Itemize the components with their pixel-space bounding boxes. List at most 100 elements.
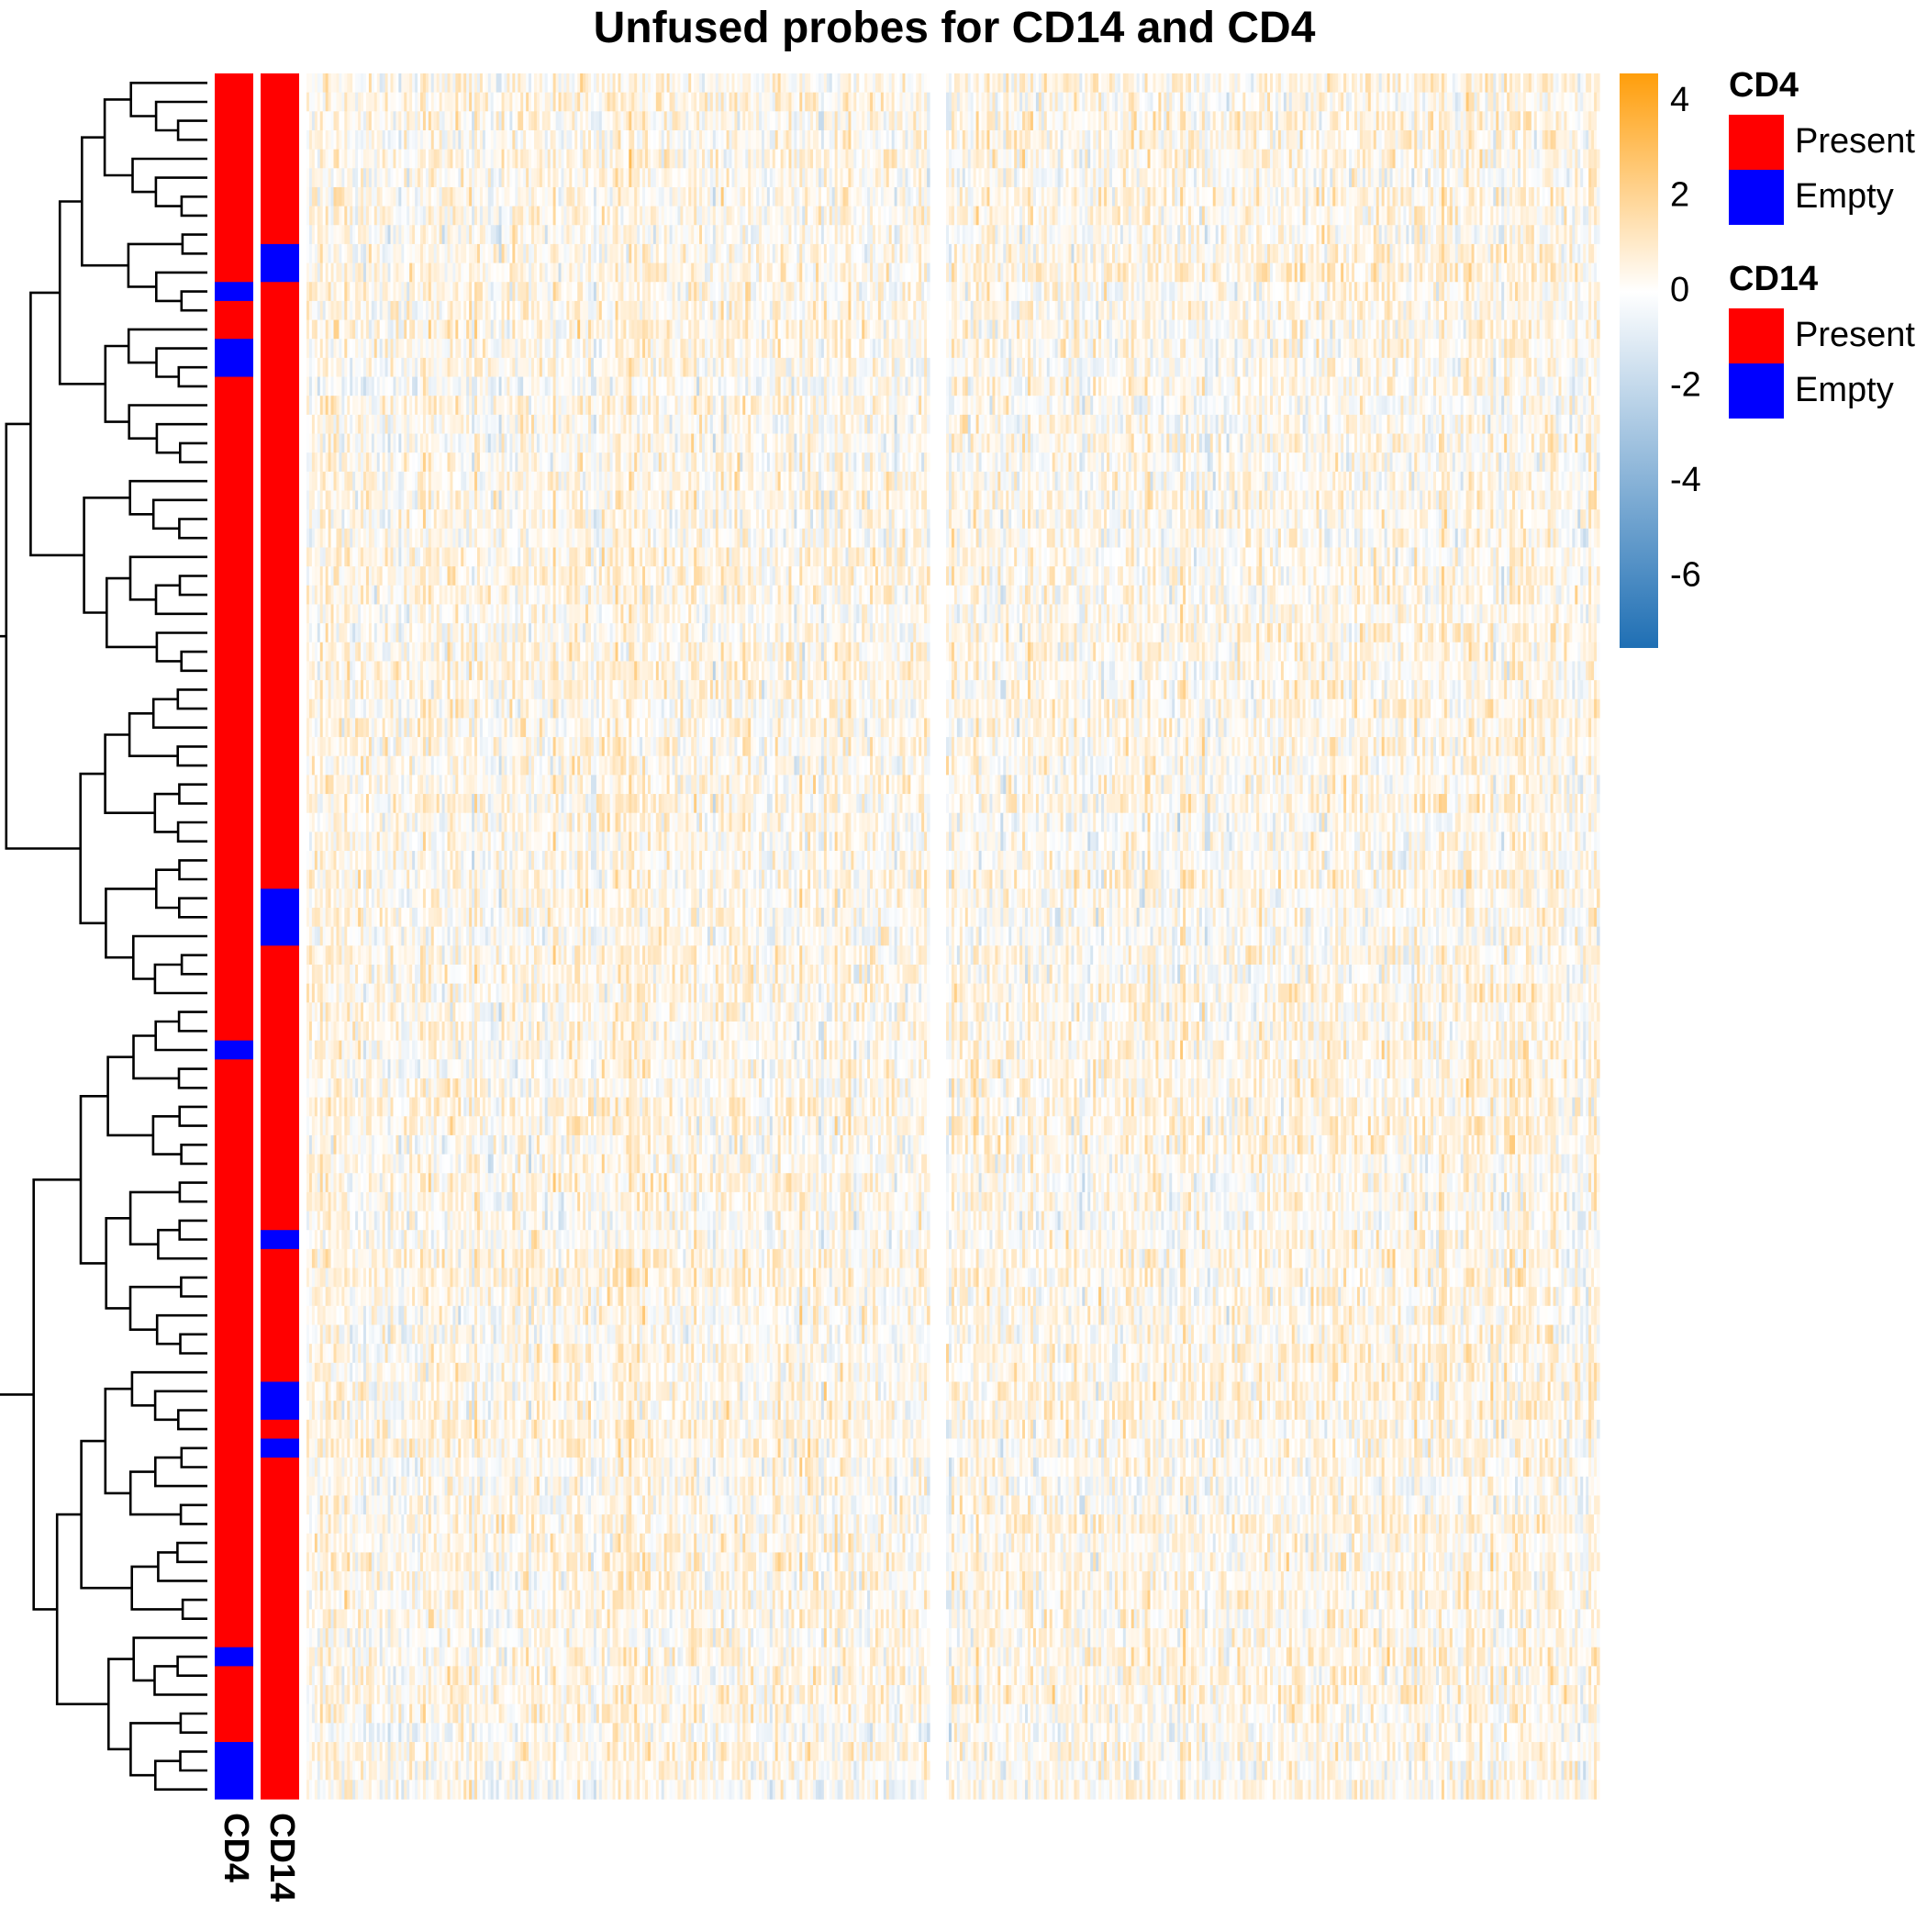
annotation-cell bbox=[261, 1287, 299, 1306]
annotation-cell bbox=[261, 661, 299, 680]
annotation-cell bbox=[261, 775, 299, 794]
annotation-cell bbox=[215, 472, 253, 491]
annotation-cell bbox=[215, 756, 253, 776]
annotation-cell bbox=[215, 1742, 253, 1761]
annotation-cell bbox=[215, 680, 253, 699]
annotation-cell bbox=[215, 1325, 253, 1345]
annotation-cell bbox=[215, 1078, 253, 1098]
annotation-cell bbox=[261, 150, 299, 169]
heatmap-cell bbox=[927, 111, 930, 130]
dendrogram-branch bbox=[153, 1116, 182, 1154]
annotation-cell bbox=[215, 547, 253, 566]
annotation-cell bbox=[261, 1495, 299, 1514]
annotation-track-cd4 bbox=[215, 73, 253, 1800]
annotation-cell bbox=[215, 358, 253, 377]
annotation-cell bbox=[261, 130, 299, 150]
heatmap-cell bbox=[927, 168, 930, 187]
annotation-cell bbox=[215, 150, 253, 169]
annotation-cell bbox=[215, 1628, 253, 1647]
dendrogram-branch bbox=[30, 293, 84, 555]
annotation-cell bbox=[261, 1780, 299, 1799]
dendrogram-branch bbox=[180, 443, 207, 463]
annotation-cell bbox=[261, 1552, 299, 1571]
annotation-cell bbox=[261, 604, 299, 623]
annotation-cell bbox=[261, 888, 299, 908]
dendrogram-branch bbox=[179, 1012, 207, 1032]
dendrogram-branch bbox=[130, 481, 207, 514]
annotation-cell bbox=[261, 756, 299, 776]
dendrogram-branch bbox=[128, 329, 207, 363]
annotation-cell bbox=[215, 225, 253, 244]
dendrogram-branch bbox=[57, 1514, 108, 1704]
annotation-cell bbox=[215, 642, 253, 662]
annotation-cell bbox=[215, 1192, 253, 1212]
annotation-cell bbox=[261, 1591, 299, 1610]
heatmap-column-split-1 bbox=[306, 73, 930, 1800]
annotation-cell bbox=[261, 1155, 299, 1174]
dendrogram-branch bbox=[178, 746, 207, 765]
dendrogram-branch bbox=[106, 1389, 132, 1493]
annotation-cell bbox=[215, 1514, 253, 1534]
annotation-cell bbox=[215, 1116, 253, 1135]
annotation-cell bbox=[215, 1249, 253, 1268]
annotation-cell bbox=[261, 396, 299, 415]
dendrogram-branch bbox=[106, 346, 129, 422]
dendrogram-branch bbox=[106, 1218, 130, 1308]
annotation-cell bbox=[261, 1059, 299, 1078]
annotation-cell bbox=[215, 529, 253, 548]
annotation-cell bbox=[261, 111, 299, 130]
annotation-cell bbox=[261, 870, 299, 889]
dendrogram-branch bbox=[82, 1441, 132, 1588]
annotation-cell bbox=[215, 93, 253, 112]
annotation-cell bbox=[261, 680, 299, 699]
annotation-cell bbox=[261, 73, 299, 93]
annotation-cell bbox=[215, 434, 253, 453]
annotation-cell bbox=[215, 207, 253, 226]
annotation-cell bbox=[261, 927, 299, 946]
annotation-cell bbox=[215, 1002, 253, 1022]
dendrogram-branch bbox=[180, 576, 207, 596]
annotation-cell bbox=[215, 1344, 253, 1363]
annotation-cell bbox=[261, 1116, 299, 1135]
annotation-cell bbox=[261, 301, 299, 320]
annotation-cell bbox=[261, 1666, 299, 1685]
annotation-cell bbox=[261, 1761, 299, 1781]
dendrogram-branch bbox=[106, 888, 156, 957]
annotation-cell bbox=[215, 396, 253, 415]
annotation-cell bbox=[215, 813, 253, 832]
annotation-cell bbox=[261, 547, 299, 566]
dendrogram-branch bbox=[156, 102, 207, 130]
annotation-cell bbox=[215, 586, 253, 605]
annotation-cell bbox=[215, 1363, 253, 1382]
dendrogram-branch bbox=[133, 936, 207, 979]
annotation-cell bbox=[261, 1742, 299, 1761]
annotation-cell bbox=[215, 1401, 253, 1420]
annotation-cell bbox=[215, 415, 253, 434]
annotation-cell bbox=[261, 1723, 299, 1742]
dendrogram-branch bbox=[156, 586, 207, 614]
annotation-cell bbox=[261, 529, 299, 548]
annotation-cell bbox=[215, 1647, 253, 1667]
annotation-cell bbox=[261, 1685, 299, 1704]
annotation-cell bbox=[261, 1477, 299, 1496]
annotation-cell bbox=[261, 908, 299, 927]
annotation-cell bbox=[215, 851, 253, 870]
annotation-cell bbox=[215, 1685, 253, 1704]
annotation-cell bbox=[215, 1780, 253, 1799]
annotation-cell bbox=[261, 1571, 299, 1591]
annotation-cell bbox=[261, 1401, 299, 1420]
annotation-cell bbox=[261, 1704, 299, 1724]
dendrogram-branch bbox=[158, 1230, 207, 1258]
dendrogram-branch bbox=[181, 1335, 208, 1354]
dendrogram-branch bbox=[106, 578, 157, 647]
annotation-cell bbox=[261, 1098, 299, 1117]
annotation-cell bbox=[215, 927, 253, 946]
annotation-cell bbox=[215, 1381, 253, 1401]
annotation-cell bbox=[215, 1135, 253, 1155]
heatmap-cell bbox=[927, 130, 930, 150]
annotation-cell bbox=[215, 168, 253, 187]
dendrogram-branch bbox=[105, 99, 132, 175]
annotation-cell bbox=[261, 1609, 299, 1628]
annotation-cell bbox=[261, 168, 299, 187]
annotation-cell bbox=[215, 1704, 253, 1724]
